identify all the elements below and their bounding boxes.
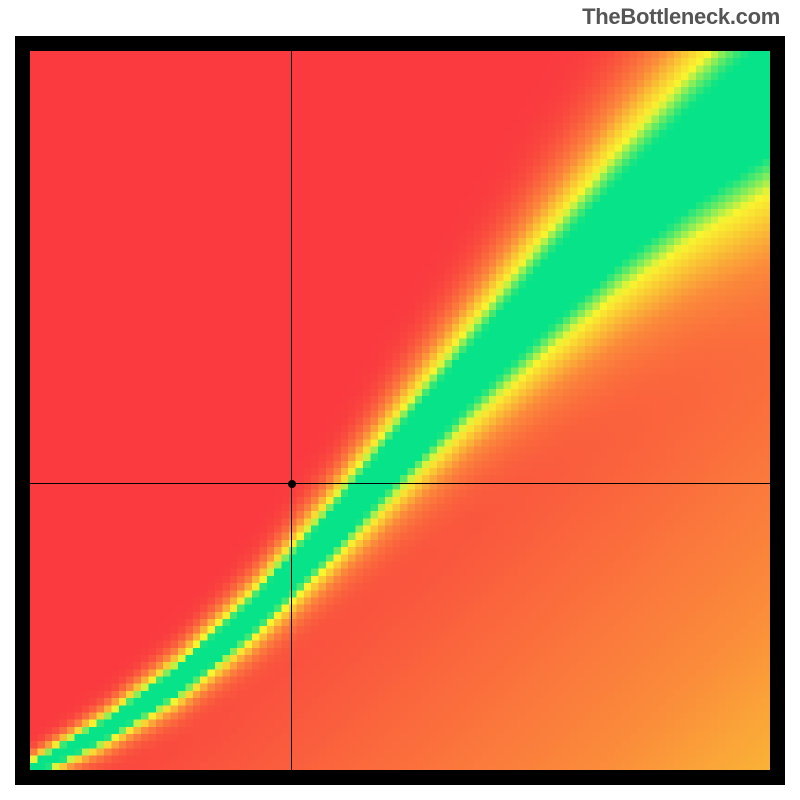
watermark-text: TheBottleneck.com [582,4,780,30]
crosshair-vertical [291,51,292,770]
heatmap [30,51,770,770]
crosshair-horizontal [30,483,770,484]
chart-container: TheBottleneck.com [0,0,800,800]
heatmap-canvas [30,51,770,770]
crosshair-dot [288,480,296,488]
